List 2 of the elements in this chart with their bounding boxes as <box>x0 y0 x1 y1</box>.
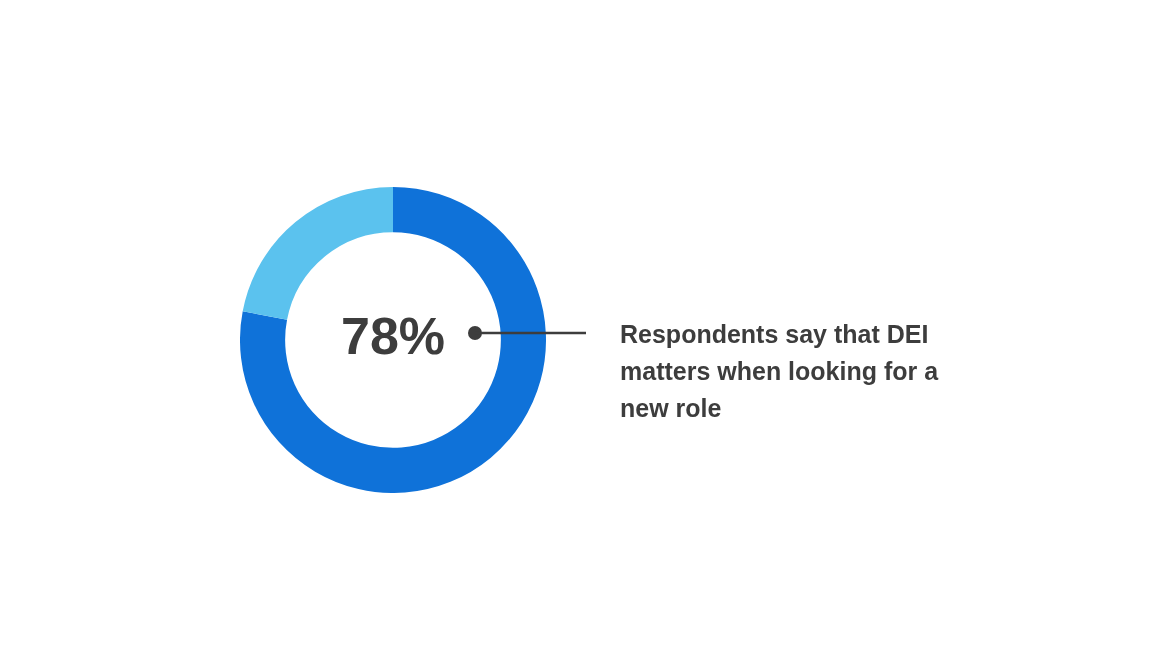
data-label: 78% <box>340 307 446 366</box>
text: Respondents say that DEI matters when looking for a new role <box>620 319 940 424</box>
